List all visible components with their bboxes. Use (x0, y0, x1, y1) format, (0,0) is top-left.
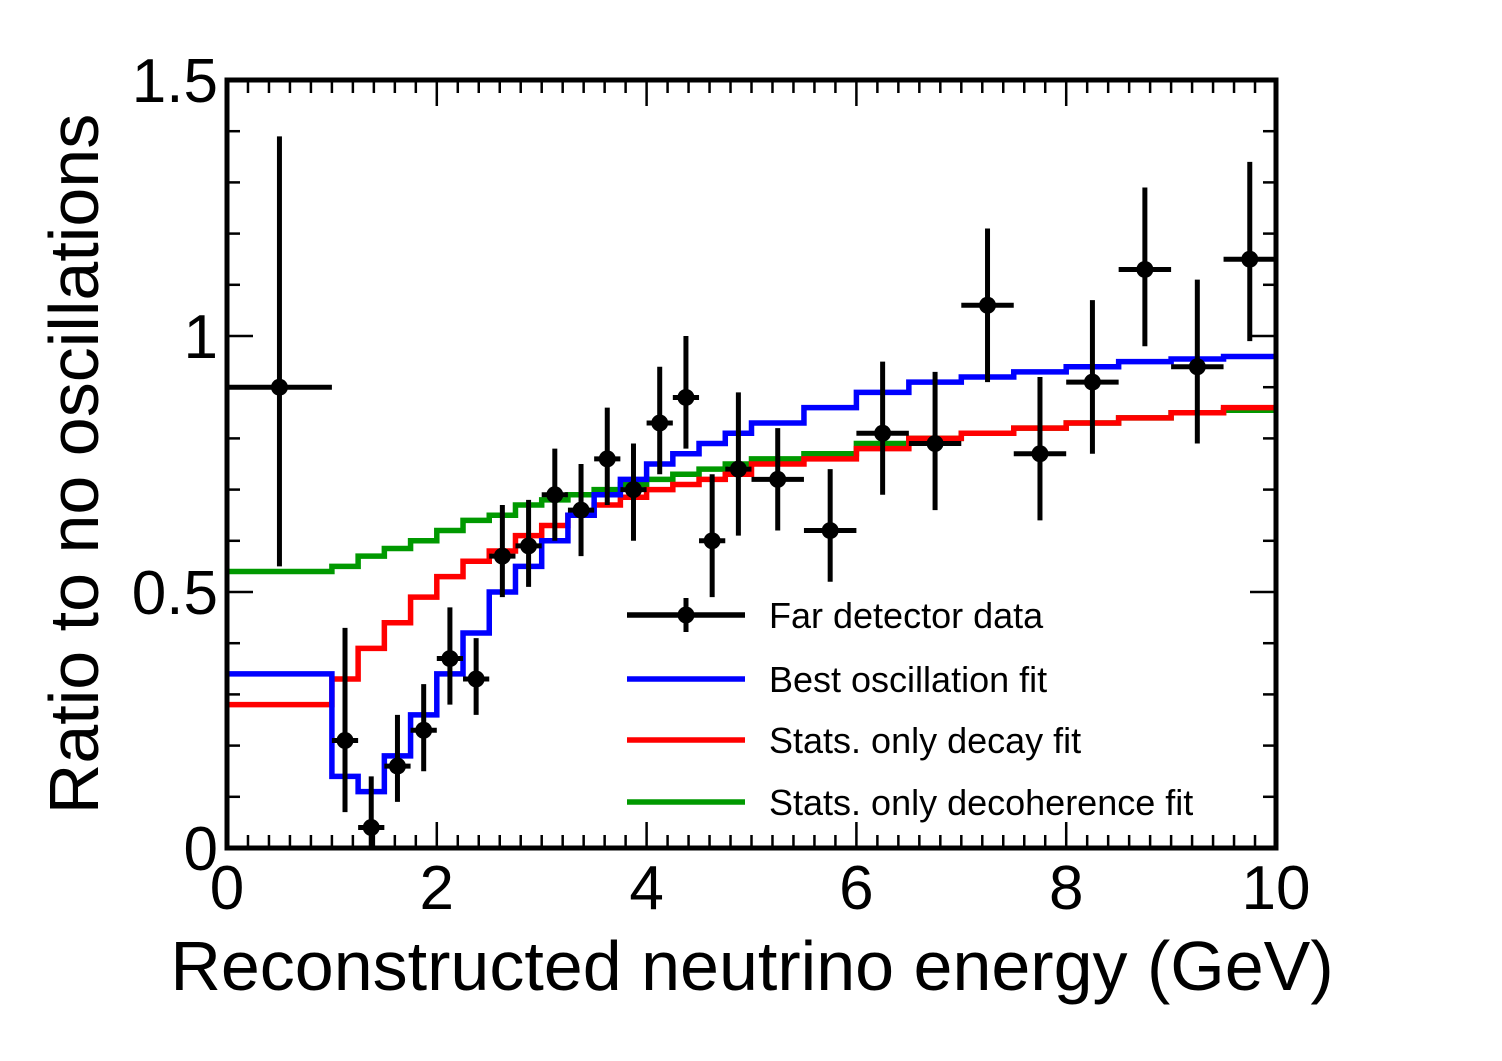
x-tick-label: 2 (420, 854, 454, 923)
data-marker (651, 414, 669, 432)
data-points-layer (227, 136, 1276, 848)
legend-item: Best oscillation fit (627, 659, 1047, 700)
data-point (594, 407, 621, 505)
data-point (489, 504, 516, 598)
y-tick-label: 0.5 (132, 559, 218, 628)
data-point (436, 607, 464, 705)
y-tick-label: 0 (184, 815, 218, 884)
data-marker (703, 532, 721, 550)
data-marker (270, 378, 288, 396)
data-marker (598, 450, 616, 468)
data-point (672, 336, 700, 449)
data-point (1066, 300, 1119, 454)
data-point (1171, 279, 1224, 444)
data-marker (979, 296, 997, 314)
legend-marker (677, 606, 695, 624)
series-stats-only-decay-fit (227, 404, 1276, 708)
legend-item: Far detector data (627, 595, 1044, 636)
data-marker (467, 670, 485, 688)
data-marker (821, 522, 839, 540)
tick-labels: 0 2 4 6 8 10 0 0.5 1 1.5 (132, 47, 1311, 923)
data-marker (874, 424, 892, 442)
x-tick-label: 6 (839, 854, 873, 923)
x-tick-label: 4 (629, 854, 663, 923)
legend-label: Best oscillation fit (769, 659, 1047, 700)
data-marker (729, 460, 747, 478)
data-marker (1031, 445, 1049, 463)
data-point (856, 361, 909, 495)
x-tick-label: 0 (210, 854, 244, 923)
data-marker (388, 757, 406, 775)
legend-label: Stats. only decoherence fit (769, 782, 1193, 823)
data-point (384, 714, 411, 802)
data-marker (1241, 250, 1259, 268)
data-marker (624, 481, 642, 499)
legend-label: Stats. only decay fit (769, 720, 1081, 761)
data-marker (677, 388, 695, 406)
y-tick-label: 1 (184, 303, 218, 372)
data-point (803, 469, 857, 582)
data-marker (441, 650, 459, 668)
legend-label: Far detector data (769, 595, 1044, 636)
legend: Far detector data Best oscillation fit Sta… (627, 595, 1193, 823)
data-point (1013, 376, 1067, 521)
data-point (463, 638, 490, 715)
data-marker (1188, 358, 1206, 376)
data-point (567, 464, 595, 557)
legend-item: Stats. only decay fit (627, 720, 1081, 761)
data-marker (520, 537, 538, 555)
data-marker (493, 547, 511, 565)
x-tick-label: 10 (1242, 854, 1311, 923)
data-marker (1136, 260, 1154, 278)
data-marker (769, 470, 787, 488)
data-point (541, 448, 568, 541)
data-point (646, 366, 673, 475)
data-marker (546, 486, 564, 504)
data-point (227, 136, 332, 567)
data-point (908, 371, 962, 511)
x-axis-title: Reconstructed neutrino energy (GeV) (170, 927, 1333, 1005)
data-point (620, 443, 647, 541)
data-point (961, 228, 1014, 383)
data-point (358, 776, 385, 848)
data-marker (362, 819, 380, 837)
data-marker (336, 731, 354, 749)
plot-frame (224, 77, 1279, 851)
data-point (1223, 161, 1276, 342)
legend-item: Stats. only decoherence fit (627, 782, 1193, 823)
data-marker (415, 721, 433, 739)
data-point (515, 499, 542, 587)
data-marker (926, 435, 944, 453)
data-marker (572, 501, 590, 519)
data-point (1118, 187, 1172, 347)
data-point (331, 627, 359, 813)
data-point (751, 428, 804, 531)
data-point (699, 474, 726, 598)
data-marker (1083, 373, 1101, 391)
y-axis-title: Ratio to no oscillations (35, 114, 113, 814)
x-tick-label: 8 (1049, 854, 1083, 923)
y-tick-label: 1.5 (132, 47, 218, 116)
data-point (725, 392, 752, 536)
data-point (410, 684, 437, 772)
